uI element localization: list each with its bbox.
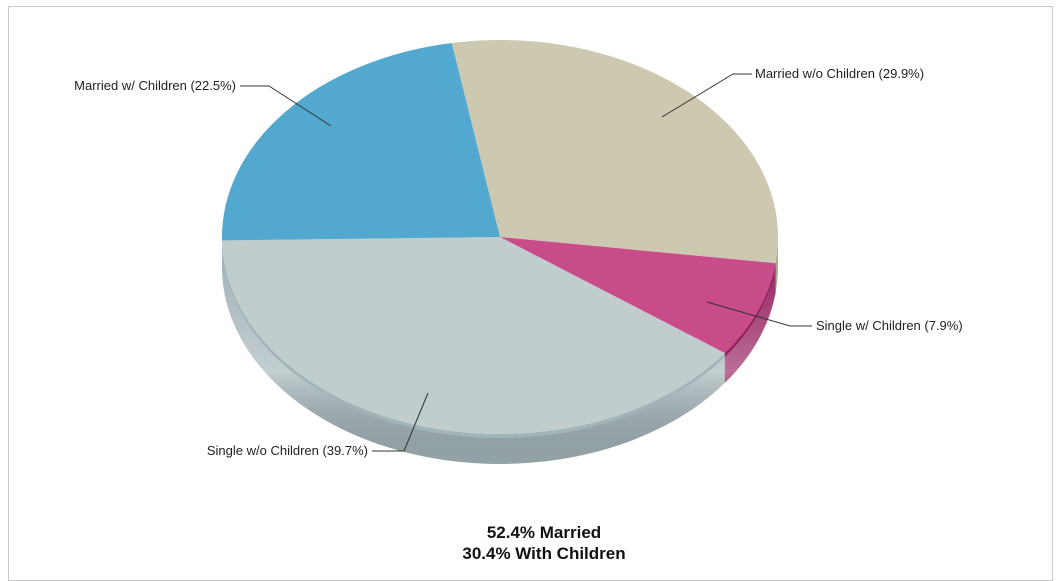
summary-with-children: 30.4% With Children [0,543,1058,564]
slice-label-married-wo-children: Married w/o Children (29.9%) [755,66,924,81]
slice-label-single-w-children: Single w/ Children (7.9%) [816,318,963,333]
summary-married: 52.4% Married [0,522,1058,543]
pie-top-layer [222,40,778,434]
slice-label-single-wo-children: Single w/o Children (39.7%) [207,443,368,458]
slice-label-married-w-children: Married w/ Children (22.5%) [74,78,236,93]
chart-summary: 52.4% Married 30.4% With Children [0,522,1058,564]
pie-slice-married-w-children [222,43,500,240]
pie-slice-married-wo-children [452,40,778,263]
